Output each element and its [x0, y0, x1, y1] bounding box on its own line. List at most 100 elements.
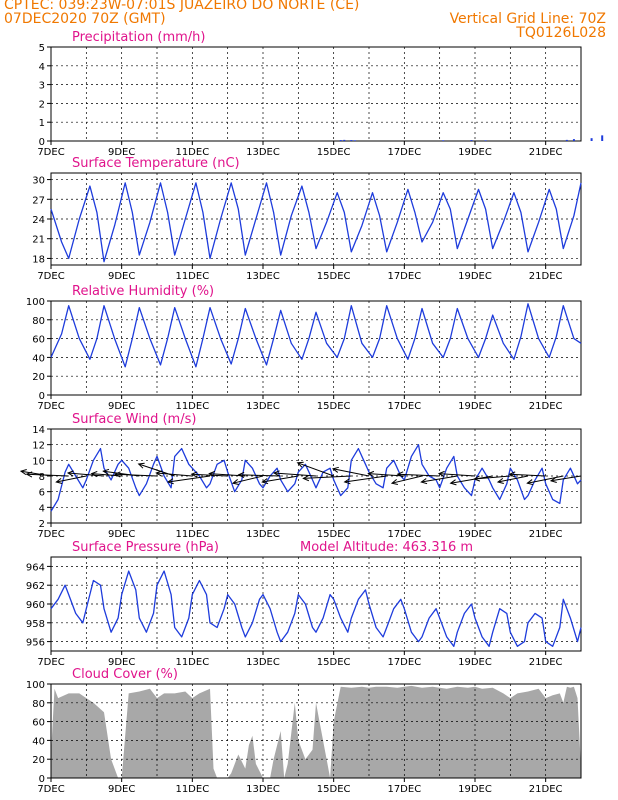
wind-vector-head	[549, 476, 557, 484]
wind-vector	[450, 475, 493, 484]
precip-bar	[350, 140, 353, 141]
wind-vector	[303, 475, 352, 479]
precip-frame	[50, 46, 582, 142]
wind-vector-head	[208, 470, 216, 477]
temp-ytick-label: 24	[32, 215, 45, 226]
precip-bar	[590, 138, 593, 141]
rh-xtick-label: 9DEC	[108, 401, 135, 412]
wind-ytick-label: 2	[39, 519, 45, 530]
cloud-xtick-label: 7DEC	[37, 784, 64, 795]
wind-vector-head	[526, 479, 534, 486]
rh-ytick-label: 60	[32, 335, 45, 346]
rh-ytick-label: 100	[26, 297, 45, 308]
wind-vector-head	[396, 471, 404, 478]
wind-vector-head	[508, 471, 516, 478]
wind-vector-head	[90, 470, 98, 478]
wind-vector-head	[25, 471, 33, 478]
wind-xtick-label: 15DEC	[317, 529, 351, 540]
wind-vector-head	[19, 468, 27, 476]
pressure-xtick-label: 17DEC	[387, 657, 421, 668]
wind-vector	[391, 475, 423, 484]
temp-panel: 18 21 24 27 30 Surface Temperature (nC) 7DEC 9D…	[32, 156, 582, 282]
pressure-ytick-label: 962	[26, 581, 45, 592]
cloud-xtick-label: 19DEC	[458, 784, 492, 795]
pressure-ytick-label: 964	[26, 562, 45, 573]
wind-xtick-label: 11DEC	[175, 529, 209, 540]
wind-vector-head	[331, 466, 339, 473]
wind-vector	[421, 475, 458, 483]
precip-bar	[484, 140, 487, 141]
temp-title: Surface Temperature (nC)	[72, 156, 240, 171]
cloud-xtick-label: 17DEC	[387, 784, 421, 795]
cloud-ytick-label: 80	[32, 699, 45, 710]
wind-vector	[232, 475, 264, 484]
cloud-ytick-label: 100	[26, 680, 45, 691]
precip-bar	[565, 139, 568, 141]
wind-xtick-label: 17DEC	[387, 529, 421, 540]
rh-ytick-label: 20	[32, 372, 45, 383]
cloud-ytick-label: 60	[32, 718, 45, 729]
wind-vector-head	[237, 471, 245, 479]
wind-ytick-label: 14	[32, 425, 45, 436]
cloud-area	[51, 685, 581, 778]
pressure-panel: 956 958 960 962 964 Surface Pressure (hPa) 7DE…	[26, 540, 582, 668]
cloud-xtick-label: 15DEC	[317, 784, 351, 795]
cloud-xtick-label: 11DEC	[175, 784, 209, 795]
cloud-xtick-label: 21DEC	[529, 784, 563, 795]
precip-ytick-label: 4	[39, 62, 45, 73]
rh-xtick-label: 7DEC	[37, 401, 64, 412]
wind-xtick-label: 13DEC	[246, 529, 280, 540]
temp-ytick-label: 27	[32, 195, 45, 206]
precip-xtick-label: 13DEC	[246, 147, 280, 158]
wind-vector-head	[66, 470, 74, 477]
rh-title: Relative Humidity (%)	[72, 284, 214, 299]
precip-bar	[343, 139, 346, 141]
temp-xtick-label: 9DEC	[108, 271, 135, 282]
wind-ytick-label: 4	[39, 503, 45, 514]
precip-bar	[442, 140, 445, 141]
wind-vector	[550, 475, 582, 482]
pressure-xtick-label: 11DEC	[175, 657, 209, 668]
precip-title: Precipitation (mm/h)	[72, 30, 205, 45]
pressure-xtick-label: 21DEC	[529, 657, 563, 668]
wind-vector-head	[55, 477, 63, 484]
wind-vector	[114, 473, 158, 477]
wind-xtick-label: 19DEC	[458, 529, 492, 540]
precip-xtick-label: 15DEC	[317, 147, 351, 158]
header-station: CPTEC: 039:23W-07:01S JUAZEIRO DO NORTE …	[4, 0, 360, 13]
temp-xtick-label: 13DEC	[246, 271, 280, 282]
pressure-xtick-label: 13DEC	[246, 657, 280, 668]
wind-vector-head	[390, 479, 398, 485]
cloud-ytick-label: 0	[39, 774, 45, 785]
pressure-xtick-label: 19DEC	[458, 657, 492, 668]
temp-xtick-label: 17DEC	[387, 271, 421, 282]
cloud-ytick-label: 40	[32, 736, 45, 747]
wind-vector-head	[261, 478, 269, 485]
rh-xtick-label: 19DEC	[458, 401, 492, 412]
temp-ytick-label: 21	[32, 235, 45, 246]
wind-vector-head	[437, 470, 445, 477]
rh-xtick-label: 15DEC	[317, 401, 351, 412]
temp-xtick-label: 21DEC	[529, 271, 563, 282]
wind-ytick-label: 10	[32, 456, 45, 467]
header-date: 07DEC2020 70Z (GMT)	[4, 11, 166, 27]
precip-ytick-label: 0	[39, 137, 45, 148]
wind-vector	[56, 475, 87, 483]
wind-vector	[191, 473, 228, 477]
wind-vector-head	[155, 470, 163, 477]
rh-ytick-label: 40	[32, 353, 45, 364]
wind-vector	[344, 475, 387, 483]
wind-vector	[262, 475, 299, 483]
cloud-xtick-label: 13DEC	[246, 784, 280, 795]
wind-vector	[273, 472, 317, 477]
wind-vector-head	[496, 477, 504, 484]
wind-ytick-label: 8	[39, 472, 45, 483]
wind-vector	[26, 473, 69, 477]
wind-vector	[156, 472, 193, 477]
wind-vector-head	[190, 471, 198, 478]
rh-xtick-label: 17DEC	[387, 401, 421, 412]
rh-series-line	[50, 303, 582, 368]
pressure-title: Surface Pressure (hPa)	[72, 540, 219, 555]
precip-xtick-label: 11DEC	[175, 147, 209, 158]
